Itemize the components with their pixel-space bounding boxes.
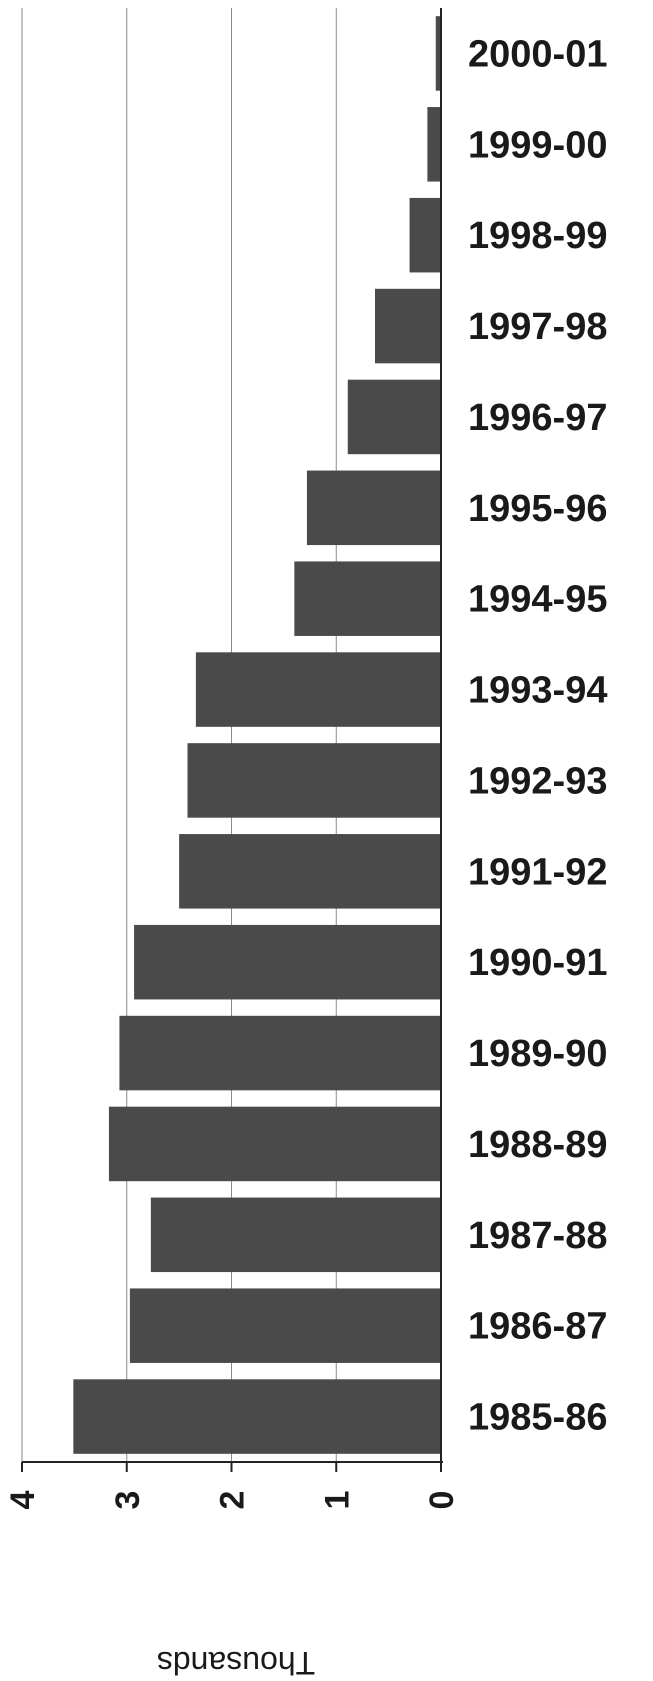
category-label-1987-88: 1987-88	[468, 1215, 607, 1257]
category-labels: 2000-01 1999-00 1998-99 1997-98 1996-97 1995-…	[468, 33, 607, 1438]
x-axis-title: Thousands	[157, 1645, 315, 1681]
category-label-1993-94: 1993-94	[468, 670, 607, 712]
bar-1999-00	[427, 107, 441, 182]
bar-2000-01	[435, 16, 441, 91]
bars	[73, 16, 441, 1454]
category-label-1992-93: 1992-93	[468, 760, 607, 802]
category-label-1999-00: 1999-00	[468, 124, 607, 166]
bar-1987-88	[150, 1197, 441, 1273]
category-label-1985-86: 1985-86	[468, 1397, 607, 1439]
category-label-1995-96: 1995-96	[468, 488, 607, 530]
bar-1985-86	[73, 1379, 441, 1454]
tick-label-1: 1	[318, 1491, 356, 1510]
bar-1993-94	[195, 652, 441, 727]
category-label-1991-92: 1991-92	[468, 851, 607, 893]
bar-1986-87	[129, 1288, 441, 1363]
tick-label-0: 0	[423, 1491, 461, 1510]
bar-1991-92	[179, 834, 441, 909]
axes	[21, 8, 443, 1472]
bar-1988-89	[108, 1106, 441, 1182]
bar-1994-95	[294, 561, 441, 636]
tick-label-2: 2	[214, 1491, 252, 1510]
category-label-1990-91: 1990-91	[468, 942, 607, 984]
tick-label-4: 4	[4, 1490, 42, 1509]
category-label-1988-89: 1988-89	[468, 1124, 607, 1166]
bar-1996-97	[347, 379, 441, 455]
category-label-1998-99: 1998-99	[468, 215, 607, 257]
bar-1997-98	[375, 288, 441, 364]
tick-labels: 0 1 2 3 4	[4, 1490, 461, 1509]
category-label-1997-98: 1997-98	[468, 306, 607, 348]
category-label-1996-97: 1996-97	[468, 397, 607, 439]
category-label-1994-95: 1994-95	[468, 579, 607, 621]
bar-1998-99	[409, 197, 441, 273]
category-label-1989-90: 1989-90	[468, 1033, 607, 1075]
category-label-1986-87: 1986-87	[468, 1306, 607, 1348]
bar-1989-90	[119, 1015, 441, 1091]
bar-1990-91	[134, 924, 441, 1000]
tick-label-3: 3	[109, 1491, 147, 1510]
bar-1992-93	[187, 743, 441, 818]
category-label-2000-01: 2000-01	[468, 33, 607, 75]
bar-1995-96	[306, 470, 441, 546]
